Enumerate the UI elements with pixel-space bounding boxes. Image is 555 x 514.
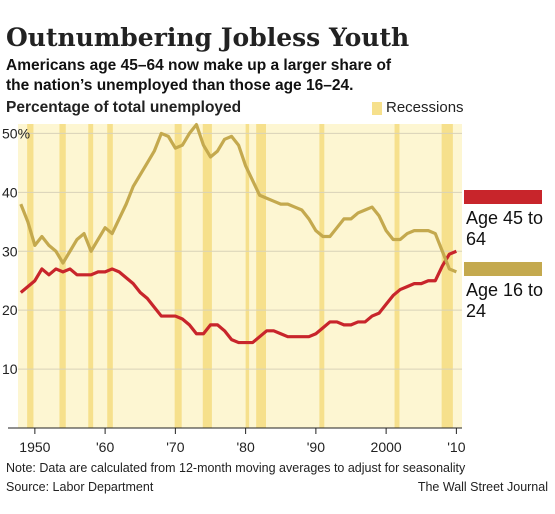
legend-label: Age 16 to 24 [466,280,544,321]
x-tick-label: 2000 [371,439,402,455]
x-tick-label: '10 [447,439,465,455]
y-tick-label: 40 [2,184,18,200]
y-tick-label: 30 [2,243,18,259]
recession-band [59,124,66,428]
series-line [19,249,457,345]
y-tick-label: 50% [2,125,30,141]
y-tick-label: 10 [2,361,18,377]
recession-band [394,124,400,428]
legend-swatch [464,190,542,204]
recession-band [202,124,212,428]
legend-label: Recessions [386,99,464,116]
series-line [19,122,457,274]
legend-swatch [464,262,542,276]
x-tick-label: '70 [166,439,184,455]
subtitle: Americans age 45–64 now make up a larger… [6,57,392,94]
x-tick-label: '80 [236,439,254,455]
source: Source: Labor Department [6,480,154,494]
chart-title: Outnumbering Jobless Youth [6,23,409,52]
recession-band [107,124,113,428]
x-tick-label: '90 [307,439,325,455]
recession-band [174,124,182,428]
recession-band [319,124,325,428]
x-tick-label: '60 [96,439,114,455]
y-label: Percentage of total unemployed [6,99,241,116]
x-tick-label: 1950 [19,439,50,455]
legend-swatch [372,102,382,115]
recession-band [27,124,34,428]
legend-label: Age 45 to 64 [466,208,544,249]
credit: The Wall Street Journal [418,480,548,494]
recession-band [256,124,266,428]
note: Note: Data are calculated from 12-month … [6,461,466,475]
y-tick-label: 20 [2,302,18,318]
recession-band [245,124,250,428]
recession-band [441,124,453,428]
